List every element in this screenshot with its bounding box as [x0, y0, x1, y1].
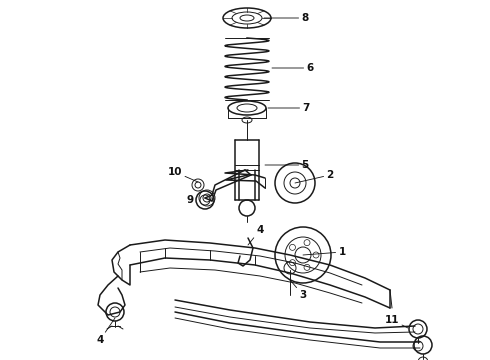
Text: 7: 7 — [268, 103, 310, 113]
Text: 2: 2 — [295, 170, 334, 183]
Text: 4: 4 — [97, 318, 115, 345]
Text: 6: 6 — [272, 63, 314, 73]
Text: 4: 4 — [248, 225, 264, 245]
Text: 9: 9 — [186, 195, 194, 205]
Text: 3: 3 — [290, 280, 307, 300]
Text: 8: 8 — [264, 13, 309, 23]
Text: 10: 10 — [168, 167, 198, 182]
Text: 11: 11 — [385, 315, 408, 328]
Text: 5: 5 — [265, 160, 309, 170]
Text: 1: 1 — [303, 247, 345, 257]
